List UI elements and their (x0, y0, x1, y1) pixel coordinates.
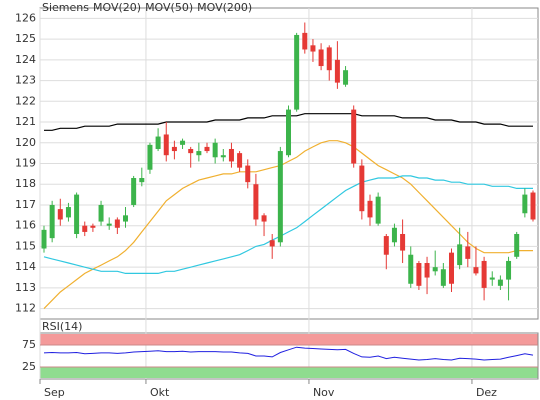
candle-body (359, 165, 365, 212)
candle-body (489, 277, 495, 280)
y-tick-label: 120 (15, 136, 36, 149)
y-tick-label: 118 (15, 177, 36, 190)
candle-body (400, 233, 406, 251)
candle-body (147, 144, 153, 170)
candle-body (506, 260, 512, 280)
candle-body (391, 227, 397, 243)
candle-body (465, 246, 471, 259)
candle-body (114, 219, 120, 228)
candle-body (481, 260, 487, 288)
candle-body (65, 207, 71, 218)
overbought-band (40, 334, 538, 345)
candle-body (82, 225, 88, 232)
legend-entry: MOV(200) (197, 1, 252, 14)
rsi-title: RSI(14) (42, 320, 82, 333)
moving-average-line (43, 175, 533, 274)
candle-body (245, 165, 251, 183)
candle-body (188, 148, 194, 154)
legend-entry: MOV(20) (93, 1, 141, 14)
candle-body (131, 178, 137, 205)
y-tick-label: 126 (15, 11, 36, 24)
candle-body (74, 194, 80, 234)
y-tick-label: 116 (15, 219, 36, 232)
y-tick-label: 124 (15, 53, 36, 66)
candle-body (106, 223, 112, 226)
x-tick-label: Dez (476, 386, 497, 399)
candle-body (277, 151, 283, 243)
candle-body (408, 254, 414, 284)
candle-body (57, 209, 63, 220)
rsi-line (43, 346, 534, 361)
oversold-band (40, 367, 538, 378)
candle-body (49, 204, 55, 239)
candle-body (383, 236, 389, 255)
candle-body (237, 153, 243, 168)
candle-body (171, 146, 177, 152)
candle-body (367, 200, 373, 218)
candle-body (155, 136, 161, 149)
legend-entry: MOV(50) (145, 1, 193, 14)
candle-body (416, 263, 422, 286)
y-tick-label: 25 (22, 360, 36, 373)
candle-body (139, 178, 145, 183)
candle-body (432, 267, 438, 272)
y-tick-label: 125 (15, 32, 36, 45)
candle-body (318, 49, 324, 67)
candle-body (180, 140, 186, 145)
candle-body (212, 142, 218, 158)
candle-body (228, 148, 234, 162)
candle-body (196, 151, 202, 156)
candle-body (310, 45, 316, 52)
candle-body (375, 196, 381, 224)
y-tick-label: 112 (15, 302, 36, 315)
candle-body (98, 204, 104, 222)
candle-body (41, 229, 47, 249)
candle-body (286, 109, 291, 156)
candle-body (123, 215, 128, 222)
y-tick-label: 119 (15, 157, 36, 170)
candle-body (457, 244, 463, 266)
candle-body (449, 252, 454, 284)
candle-body (302, 32, 308, 50)
candle-body (261, 215, 267, 222)
candle-body (424, 263, 430, 278)
candle-body (163, 134, 169, 156)
y-tick-label: 115 (15, 239, 36, 252)
candle-body (530, 192, 536, 220)
legend-entry: Siemens (42, 1, 89, 14)
candle-body (522, 194, 528, 214)
candle-body (343, 70, 349, 85)
candle-body (269, 240, 275, 247)
y-tick-label: 122 (15, 94, 36, 107)
y-tick-label: 114 (15, 260, 36, 273)
candle-body (351, 109, 357, 164)
moving-average-line (43, 140, 533, 310)
y-tick-label: 75 (22, 338, 36, 351)
candle-body (334, 59, 340, 83)
y-tick-label: 113 (15, 281, 36, 294)
candle-body (294, 34, 300, 110)
candle-body (514, 233, 520, 257)
candle-body (497, 279, 503, 286)
candle-body (204, 146, 210, 152)
candle-body (440, 269, 446, 286)
x-tick-label: Sep (44, 386, 65, 399)
candle-body (326, 47, 332, 71)
candle-body (473, 267, 479, 274)
candle-body (220, 155, 226, 158)
candle-body (90, 225, 96, 228)
y-tick-label: 121 (15, 115, 36, 128)
y-tick-label: 123 (15, 74, 36, 87)
candle-body (253, 184, 259, 220)
x-tick-label: Okt (150, 386, 170, 399)
y-tick-label: 117 (15, 198, 36, 211)
x-tick-label: Nov (313, 386, 335, 399)
